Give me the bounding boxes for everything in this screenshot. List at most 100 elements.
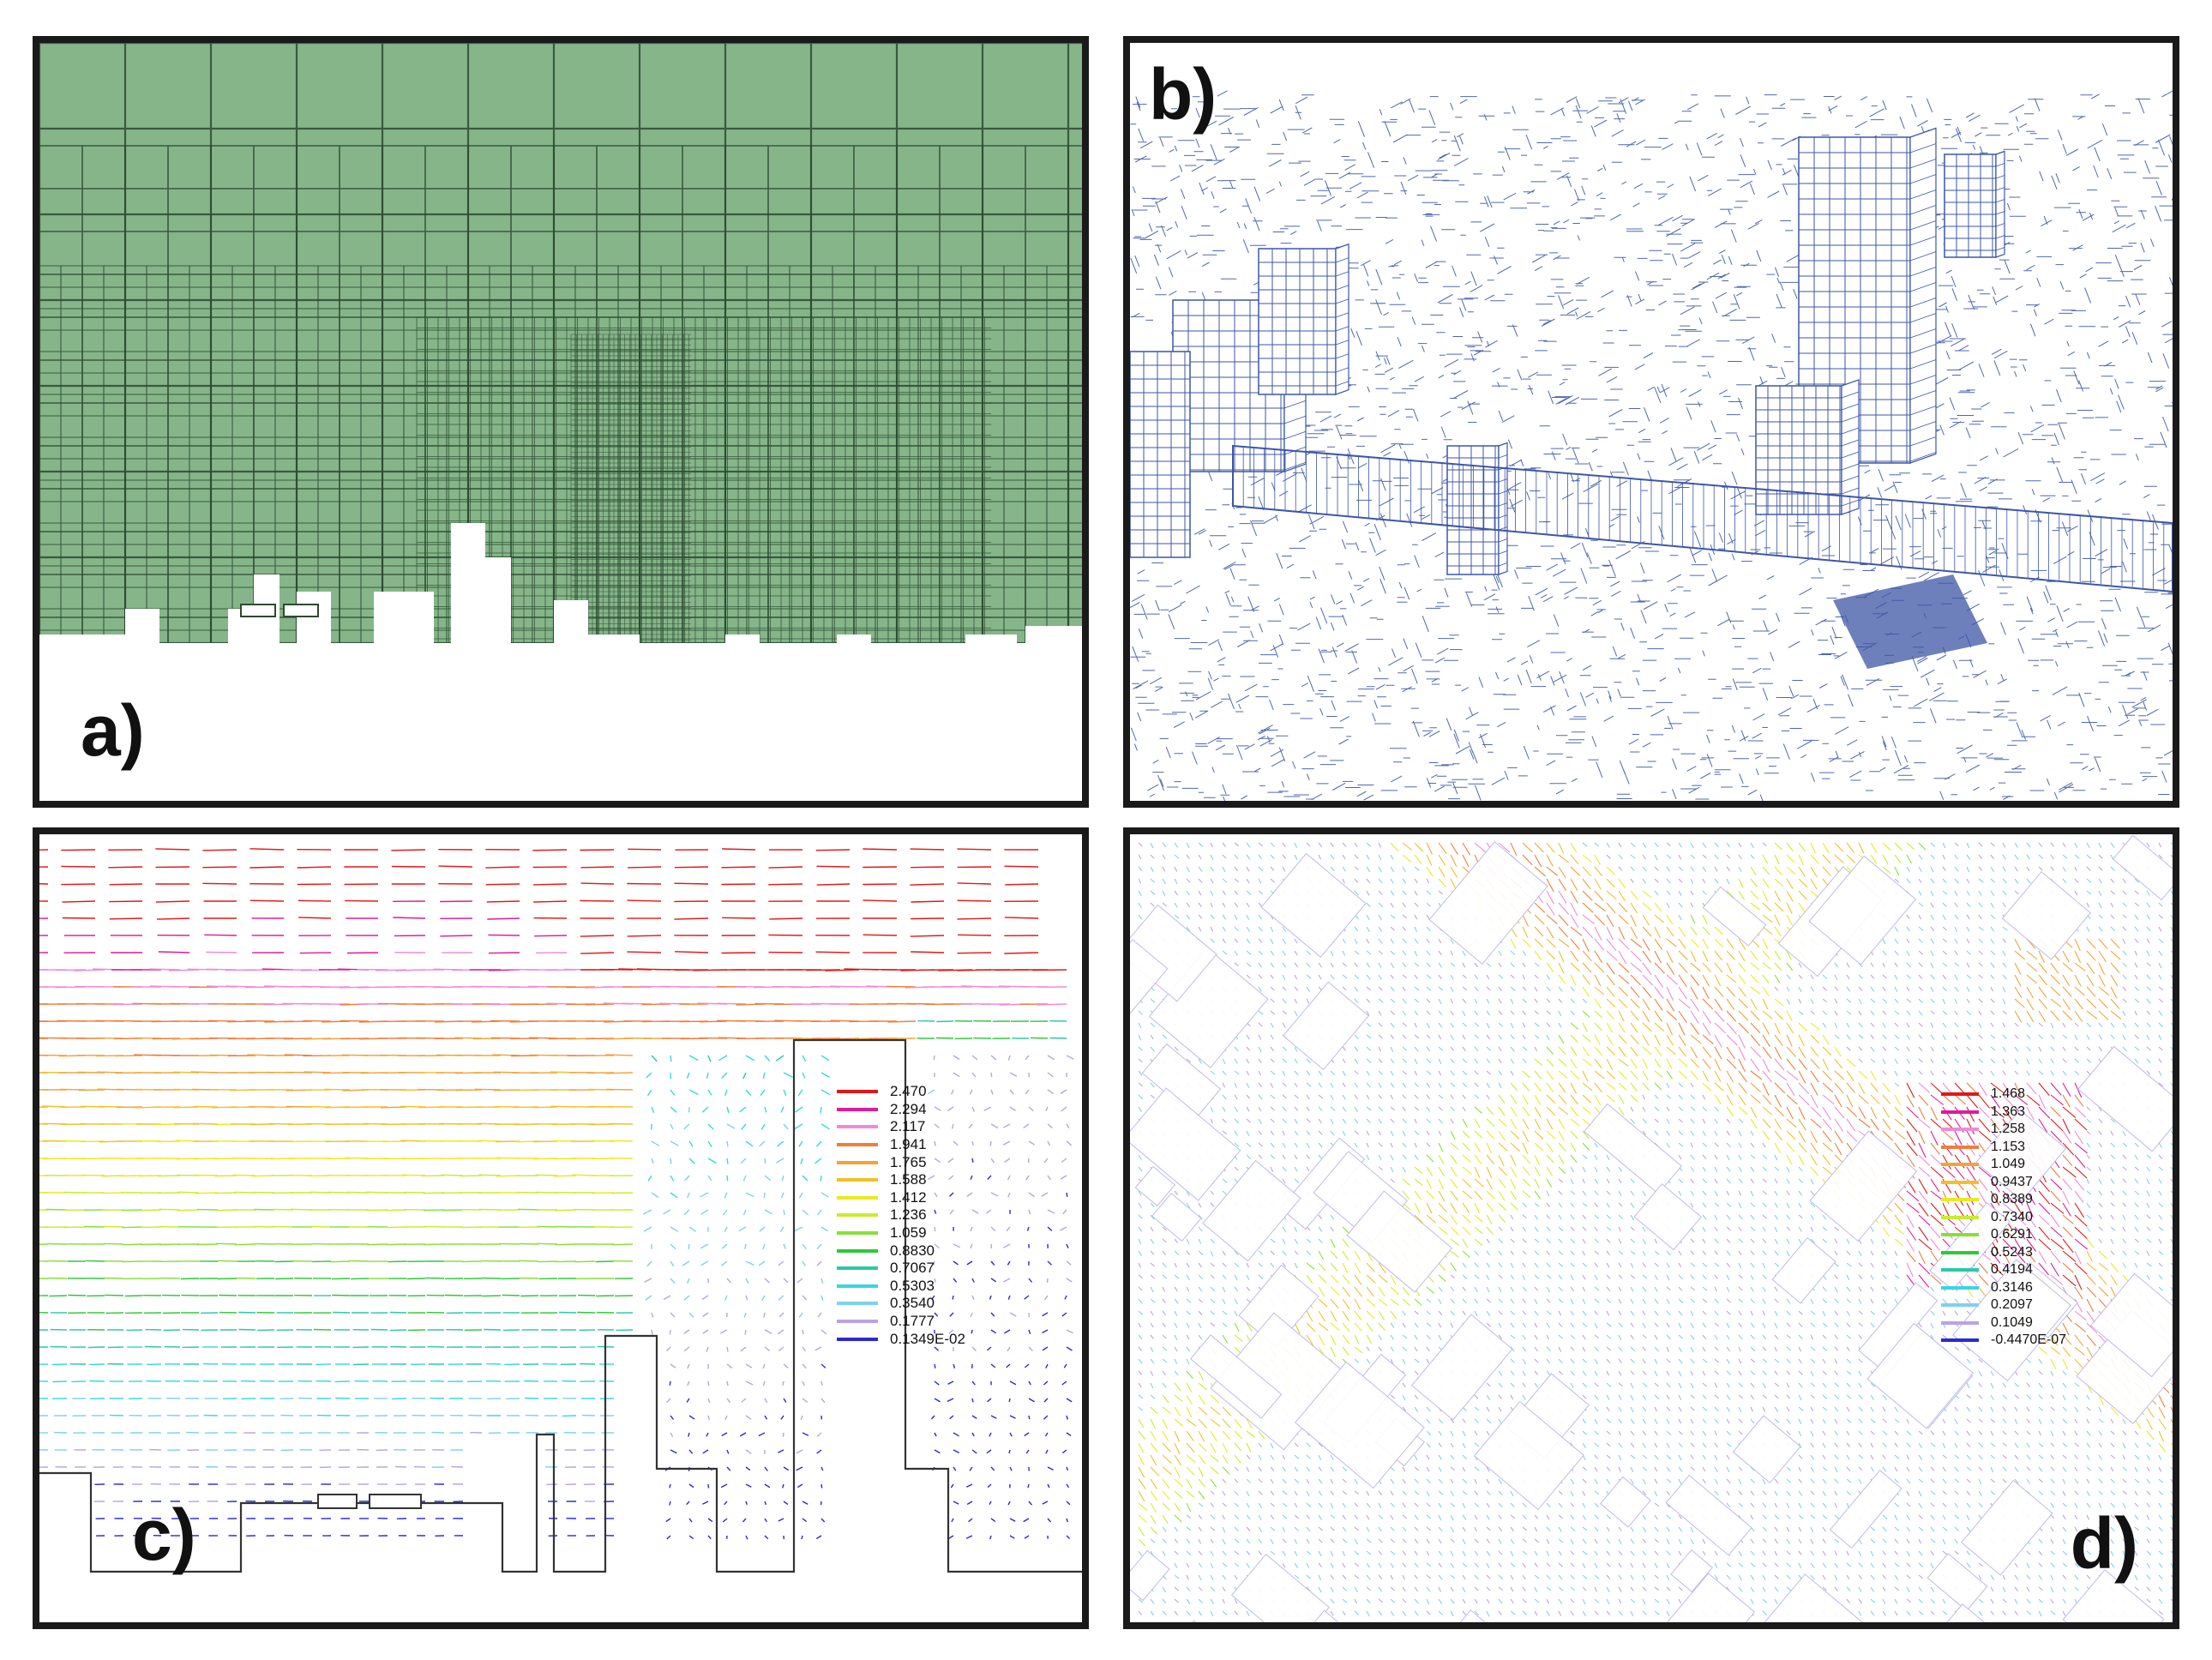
velocity-arrow <box>1918 1142 1926 1158</box>
velocity-arrow <box>1558 1178 1564 1183</box>
velocity-arrow <box>798 1140 803 1147</box>
velocity-arrow <box>1594 902 1606 912</box>
velocity-arrow <box>2050 1214 2060 1228</box>
velocity-arrow <box>783 1243 787 1249</box>
velocity-arrow <box>934 1432 937 1437</box>
velocity-arrow <box>1918 1202 1929 1217</box>
velocity-arrow <box>1786 998 1790 1005</box>
velocity-arrow <box>1246 1154 1252 1160</box>
velocity-arrow <box>743 1312 747 1318</box>
velocity-arrow <box>1630 1094 1638 1103</box>
velocity-arrow <box>1066 1123 1070 1129</box>
velocity-arrow <box>1702 1094 1706 1100</box>
velocity-arrow <box>778 1312 784 1318</box>
velocity-arrow <box>2062 1118 2071 1134</box>
velocity-arrow <box>1846 854 1856 863</box>
velocity-arrow <box>1762 1046 1772 1059</box>
velocity-arrow <box>1810 1046 1819 1057</box>
velocity-arrow <box>2038 1010 2047 1023</box>
velocity-arrow <box>1702 1130 1706 1137</box>
velocity-arrow <box>670 1089 676 1096</box>
velocity-arrow <box>1774 1250 1779 1256</box>
velocity-arrow <box>1690 1238 1695 1243</box>
velocity-arrow <box>745 1295 748 1301</box>
velocity-arrow <box>1318 1070 1323 1076</box>
velocity-arrow <box>1063 1363 1067 1368</box>
velocity-arrow <box>1846 1118 1856 1132</box>
velocity-arrow <box>243 969 275 971</box>
velocity-arrow <box>1678 962 1688 974</box>
velocity-arrow <box>1666 986 1674 1001</box>
velocity-legend-c: 2.470 2.294 2.117 1.941 1.765 1.588 1.412 1.236… <box>837 1083 965 1348</box>
velocity-arrow <box>1003 1278 1011 1283</box>
velocity-arrow <box>1594 1070 1605 1080</box>
velocity-arrow <box>726 1158 729 1164</box>
velocity-arrow <box>391 849 426 851</box>
velocity-arrow <box>1186 926 1191 932</box>
velocity-arrow <box>1522 1046 1528 1051</box>
velocity-arrow <box>1774 842 1782 851</box>
velocity-arrow <box>78 1089 105 1092</box>
velocity-arrow <box>1462 1106 1466 1112</box>
velocity-arrow <box>1750 1034 1761 1047</box>
velocity-arrow <box>2074 1250 2082 1265</box>
velocity-arrow <box>609 1140 634 1142</box>
velocity-arrow <box>1882 1034 1887 1040</box>
velocity-arrow <box>2170 842 2173 845</box>
velocity-arrow <box>1642 974 1654 986</box>
velocity-arrow <box>815 1140 822 1147</box>
velocity-arrow <box>990 1072 993 1078</box>
velocity-arrow <box>802 1209 809 1216</box>
velocity-arrow <box>1534 1046 1538 1052</box>
velocity-arrow <box>1354 950 1360 955</box>
velocity-arrow <box>1474 1058 1479 1064</box>
velocity-arrow <box>1702 854 1707 859</box>
velocity-arrow <box>798 1312 803 1318</box>
velocity-arrow <box>957 899 992 902</box>
velocity-arrow <box>2002 974 2007 980</box>
velocity-arrow <box>2110 1166 2114 1172</box>
velocity-arrow <box>610 1192 634 1194</box>
velocity-arrow <box>1426 1178 1432 1189</box>
velocity-arrow <box>1582 1058 1593 1067</box>
velocity-arrow <box>1714 1118 1718 1124</box>
velocity-arrow <box>707 1140 712 1147</box>
velocity-arrow <box>1690 866 1695 872</box>
velocity-arrow <box>1366 866 1371 873</box>
velocity-arrow <box>970 1312 973 1318</box>
legend-c-entry: 0.8830 <box>837 1242 965 1260</box>
velocity-arrow <box>1834 1058 1843 1069</box>
velocity-arrow <box>1930 1154 1943 1166</box>
velocity-arrow <box>1390 878 1394 884</box>
velocity-arrow <box>1186 914 1191 920</box>
velocity-arrow <box>1414 1034 1420 1039</box>
velocity-arrow <box>1690 914 1696 924</box>
velocity-arrow <box>1546 890 1554 905</box>
velocity-arrow <box>1028 1501 1033 1506</box>
velocity-arrow <box>1354 938 1358 944</box>
velocity-arrow <box>2062 962 2073 972</box>
velocity-arrow <box>1762 1130 1770 1140</box>
velocity-arrow <box>2122 890 2127 895</box>
velocity-arrow <box>1762 1154 1768 1159</box>
velocity-arrow <box>687 1363 690 1369</box>
velocity-arrow <box>1966 938 1970 944</box>
velocity-arrow <box>1210 1262 1215 1267</box>
velocity-arrow <box>1498 1130 1506 1141</box>
velocity-arrow <box>1390 986 1395 992</box>
velocity-arrow <box>2158 1226 2164 1231</box>
velocity-arrow <box>1342 1058 1346 1064</box>
velocity-arrow <box>745 1415 752 1420</box>
velocity-arrow <box>1630 1034 1639 1045</box>
velocity-arrow <box>2170 986 2173 989</box>
velocity-arrow <box>1474 1238 1483 1246</box>
velocity-arrow <box>1222 1094 1227 1100</box>
velocity-arrow <box>953 1449 960 1454</box>
velocity-arrow <box>707 1158 717 1164</box>
velocity-arrow <box>1846 1046 1851 1051</box>
velocity-arrow <box>1222 1190 1228 1195</box>
velocity-arrow <box>990 1243 993 1248</box>
velocity-arrow <box>1060 1175 1067 1180</box>
velocity-arrow <box>1522 1238 1527 1243</box>
velocity-arrow <box>1618 926 1626 941</box>
